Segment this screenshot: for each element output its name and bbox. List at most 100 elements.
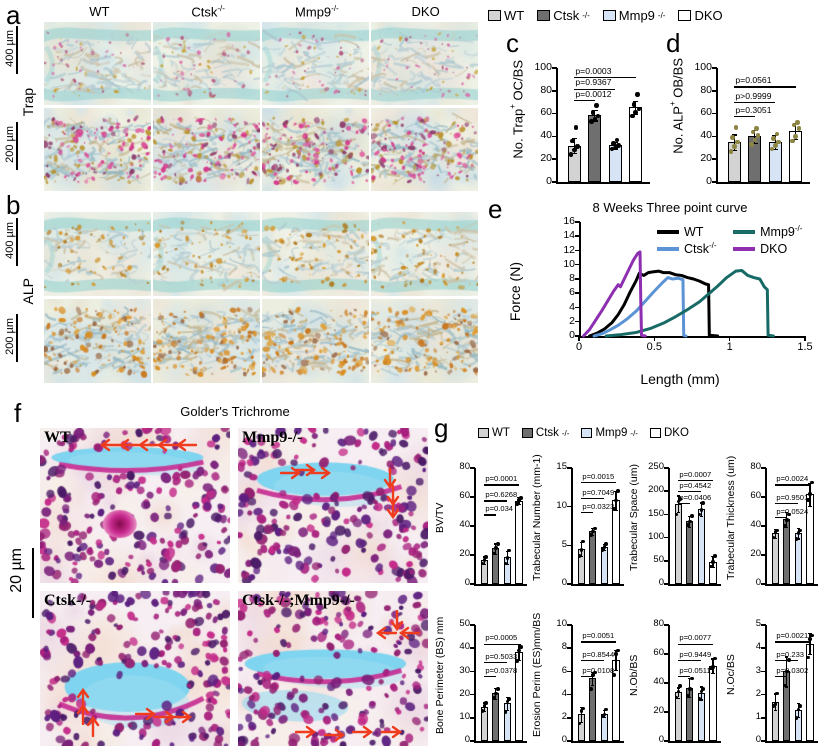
data-point — [589, 687, 593, 691]
data-point — [515, 659, 519, 663]
column-header-ctsk: Ctsk-/- — [191, 4, 225, 20]
significance-label: p=0.034 — [485, 504, 514, 514]
error-bar — [754, 129, 756, 137]
data-point — [689, 676, 694, 681]
y-tick — [664, 513, 669, 516]
error-cap-lower — [494, 553, 498, 555]
data-point — [809, 480, 814, 485]
legend-g-item-ctsk: Ctsk -/- — [521, 427, 569, 439]
y-axis — [474, 625, 476, 741]
data-point — [701, 687, 706, 691]
legend-swatch-ctsk — [537, 9, 551, 21]
significance-label: p>0.9999 — [735, 91, 772, 102]
error-cap — [688, 678, 692, 680]
error-bar-lower — [483, 560, 485, 564]
data-point — [674, 695, 679, 700]
plot-area: 0 50 100 150 200 250 p=0.0406 p=0.4542 p=0.0007 — [642, 442, 725, 594]
data-point — [581, 706, 586, 711]
y-tick-label: 80 — [750, 461, 761, 473]
significance-line — [678, 491, 702, 493]
legend-swatch-wt — [657, 229, 679, 234]
error-cap — [614, 491, 618, 493]
data-point — [482, 704, 487, 708]
y-tick-label: 0 — [706, 174, 712, 187]
error-cap — [505, 550, 509, 552]
y-tick — [664, 490, 669, 492]
trichrome-image: Mmp9-/- — [238, 428, 428, 583]
error-cap-lower — [482, 710, 486, 713]
significance-line — [581, 512, 593, 514]
y-tick-label: 40 — [459, 519, 470, 531]
y-tick — [470, 670, 475, 673]
error-bar-lower — [677, 503, 679, 513]
error-cap-lower — [773, 537, 777, 539]
significance-line — [775, 484, 810, 486]
error-bar-lower — [506, 557, 508, 564]
annotation-arrow — [398, 622, 420, 644]
y-tick-label: 0 — [658, 577, 664, 589]
legend-g-item-dko: DKO — [649, 427, 689, 439]
error-bar — [483, 556, 485, 561]
data-point — [494, 545, 498, 550]
data-point — [771, 704, 776, 708]
data-point — [616, 143, 621, 148]
annotation-arrow — [279, 462, 302, 484]
data-point — [735, 139, 740, 145]
bar-wt — [771, 533, 779, 584]
significance-label: p=0.8544 — [582, 649, 615, 659]
y-tick-label: 20 — [459, 687, 470, 699]
data-point — [794, 537, 799, 541]
data-point — [505, 699, 510, 704]
y-tick — [664, 536, 669, 539]
significance-label: p=0.0024 — [776, 474, 809, 484]
panel-b-scalebar-bottom — [16, 314, 18, 362]
y-tick-label: 40 — [540, 129, 552, 142]
data-point — [482, 558, 487, 562]
error-cap — [785, 512, 789, 514]
y-tick — [761, 717, 766, 719]
panel-e-letter: e — [488, 194, 503, 224]
error-cap-lower — [482, 563, 486, 565]
y-tick-label: 100 — [648, 530, 664, 542]
histology-image — [44, 299, 151, 383]
data-point — [773, 702, 778, 706]
bar-mmp9 — [794, 533, 802, 584]
error-cap-lower — [614, 669, 618, 671]
panel-g-chart-6: Erosion Perim (ES)mm/BS 0 2 4 6 8 10 p=0.0108 p=… — [531, 599, 628, 751]
bar-ctsk — [686, 521, 694, 584]
bar-mmp9 — [697, 509, 705, 584]
legend-label: Ctsk-/- — [684, 241, 717, 257]
error-bar-lower — [786, 671, 788, 687]
y-tick — [664, 560, 669, 562]
data-point — [752, 137, 758, 143]
panel-g-chart-1: BV/TV 0 20 40 60 80 p=0.034 p=0.6268 p=0.0001 — [434, 442, 531, 594]
panel-e-legend: WT Mmp9-/- Ctsk-/- DKO — [657, 224, 809, 256]
error-bar — [795, 122, 797, 131]
y-tick — [712, 67, 717, 69]
significance-label: p=0.0323 — [582, 501, 615, 511]
y-tick — [761, 693, 766, 696]
error-bar-lower — [689, 687, 691, 698]
y-tick-label: 40 — [459, 641, 470, 653]
data-point — [786, 512, 791, 517]
data-point — [495, 687, 500, 691]
significance-line — [484, 514, 496, 516]
error-cap-lower — [688, 697, 692, 699]
data-point — [798, 528, 803, 533]
error-cap — [591, 527, 595, 529]
y-tick — [552, 90, 557, 92]
legend-g-item-wt: WT — [478, 427, 510, 439]
y-tick-label: 2 — [755, 687, 761, 699]
error-cap-lower — [796, 538, 800, 540]
error-cap — [494, 543, 498, 545]
annotation-arrow — [351, 721, 374, 743]
bar-ctsk — [492, 693, 500, 741]
bar-dko — [515, 500, 523, 584]
y-tick — [761, 583, 766, 585]
y-tick-label: 60 — [540, 106, 552, 119]
y-tick-label: 0 — [755, 734, 761, 746]
curve-ctsk — [592, 276, 688, 338]
annotation-arrow — [134, 703, 157, 725]
error-cap-lower — [494, 699, 498, 701]
error-cap — [699, 502, 703, 504]
